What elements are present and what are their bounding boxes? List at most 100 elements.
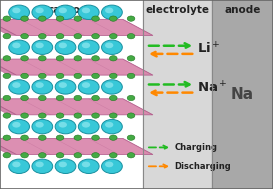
- Circle shape: [92, 56, 99, 61]
- Circle shape: [92, 73, 99, 79]
- Circle shape: [92, 16, 99, 21]
- Circle shape: [21, 113, 28, 118]
- Circle shape: [12, 82, 20, 88]
- Circle shape: [21, 153, 28, 158]
- Circle shape: [32, 80, 53, 94]
- Circle shape: [59, 82, 67, 88]
- Circle shape: [127, 56, 135, 61]
- Circle shape: [78, 80, 99, 94]
- Circle shape: [9, 119, 29, 134]
- Polygon shape: [0, 138, 16, 155]
- Circle shape: [12, 43, 20, 48]
- Circle shape: [109, 34, 117, 39]
- Circle shape: [102, 119, 122, 134]
- Text: electrolyte: electrolyte: [146, 5, 209, 15]
- Circle shape: [9, 80, 29, 94]
- Circle shape: [92, 135, 99, 140]
- Circle shape: [38, 34, 46, 39]
- Circle shape: [32, 159, 53, 174]
- Circle shape: [56, 113, 64, 118]
- Circle shape: [35, 43, 44, 48]
- Circle shape: [12, 122, 20, 128]
- Circle shape: [3, 34, 11, 39]
- Circle shape: [127, 34, 135, 39]
- Circle shape: [105, 43, 113, 48]
- Circle shape: [109, 95, 117, 101]
- Circle shape: [38, 73, 46, 79]
- Circle shape: [59, 122, 67, 128]
- Circle shape: [56, 16, 64, 21]
- Circle shape: [32, 40, 53, 54]
- Circle shape: [92, 153, 99, 158]
- Circle shape: [32, 5, 53, 19]
- Circle shape: [35, 82, 44, 88]
- Circle shape: [38, 113, 46, 118]
- Circle shape: [3, 135, 11, 140]
- Bar: [212, 0, 273, 189]
- Circle shape: [56, 56, 64, 61]
- Circle shape: [105, 162, 113, 167]
- Circle shape: [56, 153, 64, 158]
- Circle shape: [38, 16, 46, 21]
- Circle shape: [55, 80, 76, 94]
- Circle shape: [74, 16, 82, 21]
- Circle shape: [56, 135, 64, 140]
- Circle shape: [74, 73, 82, 79]
- Circle shape: [55, 40, 76, 54]
- Polygon shape: [0, 138, 153, 155]
- Circle shape: [21, 56, 28, 61]
- Circle shape: [127, 95, 135, 101]
- Polygon shape: [0, 99, 153, 115]
- Circle shape: [74, 56, 82, 61]
- Circle shape: [59, 43, 67, 48]
- Circle shape: [109, 56, 117, 61]
- Circle shape: [9, 5, 29, 19]
- Circle shape: [3, 73, 11, 79]
- Circle shape: [109, 16, 117, 21]
- Circle shape: [38, 153, 46, 158]
- Circle shape: [12, 162, 20, 167]
- Circle shape: [21, 73, 28, 79]
- Circle shape: [55, 119, 76, 134]
- Circle shape: [109, 73, 117, 79]
- Circle shape: [92, 95, 99, 101]
- Circle shape: [82, 122, 90, 128]
- Circle shape: [55, 159, 76, 174]
- Circle shape: [127, 73, 135, 79]
- Circle shape: [78, 119, 99, 134]
- Polygon shape: [0, 19, 153, 36]
- Circle shape: [59, 162, 67, 167]
- Circle shape: [74, 135, 82, 140]
- Circle shape: [102, 5, 122, 19]
- Circle shape: [82, 82, 90, 88]
- Circle shape: [109, 135, 117, 140]
- Circle shape: [82, 162, 90, 167]
- Circle shape: [38, 135, 46, 140]
- Circle shape: [82, 8, 90, 13]
- Circle shape: [3, 56, 11, 61]
- Circle shape: [102, 80, 122, 94]
- Circle shape: [9, 159, 29, 174]
- Circle shape: [3, 16, 11, 21]
- Circle shape: [109, 113, 117, 118]
- Bar: [143, 0, 212, 189]
- Circle shape: [102, 159, 122, 174]
- Circle shape: [21, 135, 28, 140]
- Circle shape: [105, 122, 113, 128]
- Circle shape: [9, 40, 29, 54]
- Text: Li$^+$: Li$^+$: [197, 42, 220, 57]
- Circle shape: [55, 5, 76, 19]
- Circle shape: [82, 43, 90, 48]
- Circle shape: [74, 95, 82, 101]
- Circle shape: [92, 34, 99, 39]
- Text: anode: anode: [224, 5, 260, 15]
- Circle shape: [3, 113, 11, 118]
- Circle shape: [74, 153, 82, 158]
- Circle shape: [35, 8, 44, 13]
- Circle shape: [59, 8, 67, 13]
- Circle shape: [109, 153, 117, 158]
- Circle shape: [92, 113, 99, 118]
- Circle shape: [21, 95, 28, 101]
- Polygon shape: [0, 59, 153, 75]
- Text: Discharging: Discharging: [174, 162, 231, 171]
